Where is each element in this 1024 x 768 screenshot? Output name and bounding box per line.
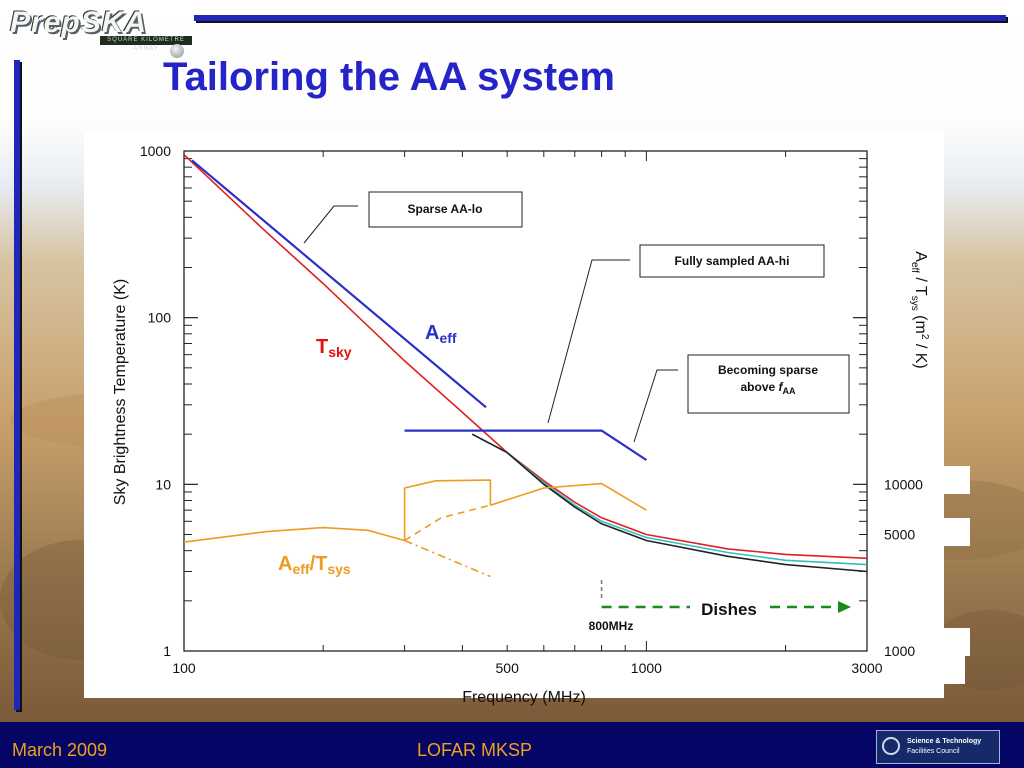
series-line-2 (471, 433, 868, 573)
prepska-logo: PrepSKA SQUARE KILOMETRE ARRAY (4, 4, 194, 60)
series-line-4 (404, 429, 648, 461)
series-line-0 (183, 154, 868, 560)
y-axis-label: Sky Brightness Temperature (K) (112, 279, 129, 505)
callout-leader (633, 369, 678, 443)
callout-fully-sampled (639, 244, 825, 278)
callout-becoming-line2: above fAA (740, 380, 796, 396)
x-tick-label: 3000 (851, 660, 882, 676)
x-tick-label: 1000 (631, 660, 662, 676)
dishes-label: Dishes (701, 600, 757, 619)
stfc-logo: Science & Technology Facilities Council (876, 730, 1000, 764)
footer-event: LOFAR MKSP (417, 740, 533, 760)
logo-wordmark: PrepSKA (10, 6, 148, 39)
left-accent-bar (14, 60, 20, 710)
stfc-line1: Science & Technology (907, 738, 982, 745)
series-line-6 (403, 479, 492, 541)
aeff-label: Aeff (425, 322, 457, 346)
aeff-tsys-label: Aeff/Tsys (278, 553, 351, 577)
series-line-7 (490, 482, 647, 511)
y-tick-label: 100 (148, 310, 172, 326)
slide-title: Tailoring the AA system (163, 55, 615, 99)
tsky-label: Tsky (316, 336, 352, 360)
series-line-8 (404, 504, 491, 542)
callout-becoming-sparse (687, 354, 850, 414)
series-line-9 (404, 539, 491, 578)
dishes-arrowhead-icon (838, 601, 851, 613)
series-line-5 (183, 526, 405, 543)
y2-tick-bg (860, 628, 970, 656)
top-accent-bar (194, 15, 1006, 21)
callout-becoming-line1: Becoming sparse (718, 363, 818, 377)
y2-tick-bg (860, 466, 970, 494)
footer-bar: March 2009 LOFAR MKSP (0, 722, 1024, 768)
y-tick-label: 1 (163, 643, 171, 659)
x-tick-label: 100 (172, 660, 196, 676)
y2-axis-label: Aeff / Tsys (m2 / K) (909, 251, 930, 368)
series-line-3 (191, 159, 487, 409)
y2-tick-label: 5000 (884, 527, 915, 543)
x-axis-label: Frequency (MHz) (462, 689, 586, 706)
callout-sparse-lo (368, 191, 523, 228)
y2-tick-label: 10000 (884, 476, 923, 492)
y2-tick-label: 1000 (884, 643, 915, 659)
callout-fully-sampled-text: Fully sampled AA-hi (675, 254, 790, 268)
x-tick-bg (850, 656, 965, 684)
stfc-line2: Facilities Council (907, 748, 960, 755)
footer-date: March 2009 (12, 740, 108, 760)
y-tick-label: 10 (155, 476, 171, 492)
logo-subtitle: SQUARE KILOMETRE ARRAY (100, 36, 192, 52)
callout-leader (547, 259, 630, 424)
plot-frame (183, 150, 868, 652)
globe-icon (170, 44, 184, 58)
label-800mhz: 800MHz (589, 619, 634, 633)
y2-tick-bg (860, 518, 970, 546)
x-tick-label: 500 (496, 660, 520, 676)
callout-sparse-lo-text: Sparse AA-lo (408, 202, 483, 216)
callout-leader (303, 205, 358, 244)
y-tick-label: 1000 (140, 143, 171, 159)
stfc-emblem-icon (882, 737, 900, 755)
